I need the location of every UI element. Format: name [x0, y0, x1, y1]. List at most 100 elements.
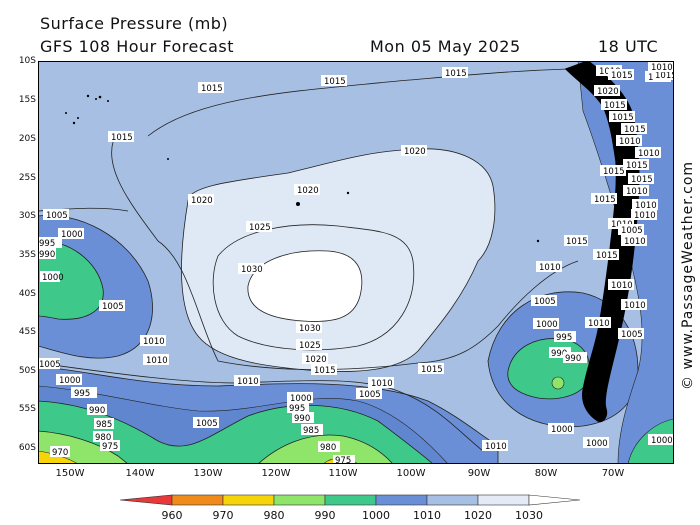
pressure-legend — [119, 494, 581, 506]
lat-label-30s: 30S — [18, 211, 36, 221]
isobar-label: 1015 — [631, 175, 653, 185]
isobar-label: 1000 — [651, 436, 673, 446]
isobar-label: 1015 — [421, 365, 443, 375]
pressure-map: 1015 1015 1015 1015 1020 1020 1020 1025 … — [38, 61, 674, 464]
isobar-1015-loop — [111, 130, 579, 370]
isobar-label: 990 — [551, 349, 567, 359]
isobar-label: 1005 — [46, 211, 68, 221]
isobar-label: 1010 — [638, 149, 660, 159]
isobar-label: 975 — [335, 456, 351, 464]
legend-arrow-left — [119, 494, 173, 506]
isobar-label: 990 — [565, 354, 581, 364]
lon-label-90w: 90W — [467, 468, 491, 479]
lat-label-15s: 15S — [18, 95, 36, 105]
lat-label-35s: 35S — [18, 250, 36, 260]
isobar-label: 1015 — [655, 71, 674, 81]
isobar-label: 1000 — [586, 439, 608, 449]
isobar-label: 1015 — [604, 101, 626, 111]
lat-label-55s: 55S — [18, 404, 36, 414]
lat-label-50s: 50S — [18, 366, 36, 376]
isobar-label: 1015 — [612, 113, 634, 123]
lon-label-100w: 100W — [396, 468, 426, 479]
isobar-label: 1015 — [445, 69, 467, 79]
isobar-label: 990 — [294, 414, 310, 424]
isobar-label: 1010 — [371, 379, 393, 389]
isobar-label: 1010 — [611, 281, 633, 291]
low-band-985 — [38, 430, 394, 464]
isobar-label: 1015 — [314, 366, 336, 376]
isobar-label: 1010 — [143, 337, 165, 347]
isobar-label: 1005 — [359, 390, 381, 400]
isobar-label: 1010 — [588, 319, 610, 329]
isobar-label: 985 — [303, 426, 319, 436]
isobar-label: 1000 — [42, 273, 64, 283]
isobar-label: 1005 — [534, 297, 556, 307]
lon-label-150w: 150W — [55, 468, 85, 479]
high-1030-core — [247, 250, 363, 322]
lon-label-110w: 110W — [328, 468, 358, 479]
isobar-label: 1010 — [619, 137, 641, 147]
isobar-label: 1020 — [305, 355, 327, 365]
legend-label-1000: 1000 — [362, 509, 390, 522]
lat-label-60s: 60S — [18, 443, 36, 453]
isobar-label: 995 — [74, 389, 90, 399]
isobar-label: 1005 — [621, 226, 643, 236]
isobar-label: 980 — [320, 443, 336, 453]
isobar-label: 1010 — [635, 201, 657, 211]
isobar-label: 1010 — [237, 377, 259, 387]
legend-label-960: 960 — [161, 509, 183, 522]
legend-label-970: 970 — [212, 509, 234, 522]
isobar-label: 1015 — [566, 237, 588, 247]
isobar-label: 995 — [289, 404, 305, 414]
map-title: Surface Pressure (mb) — [40, 14, 229, 33]
legend-label-1010: 1010 — [413, 509, 441, 522]
isobar-label: 970 — [52, 448, 68, 458]
isobar-label: 1015 — [596, 251, 618, 261]
isobar-label: 1000 — [61, 230, 83, 240]
isobar-1010-south — [38, 362, 484, 452]
lon-label-140w: 140W — [125, 468, 155, 479]
legend-swatch-1000 — [324, 494, 377, 506]
isobar-label: 1015 — [201, 84, 223, 94]
legend-swatch-980 — [222, 494, 275, 506]
isobar-label: 980 — [95, 433, 111, 443]
isobar-label: 1010 — [539, 263, 561, 273]
forecast-hour: 18 UTC — [598, 37, 659, 56]
isobar-label: 1030 — [299, 324, 321, 334]
isobar-label: 1015 — [324, 77, 346, 87]
isobar-label: 1000 — [59, 376, 81, 386]
pacific-islands — [65, 94, 540, 243]
lon-label-130w: 130W — [193, 468, 223, 479]
legend-swatch-1010 — [375, 494, 428, 506]
isobar-label: 1015 — [611, 71, 633, 81]
legend-label-980: 980 — [263, 509, 285, 522]
east-low-990-core — [551, 376, 565, 390]
isobar-label: 1025 — [249, 223, 271, 233]
lat-label-25s: 25S — [18, 173, 36, 183]
isobar-label: 1010 — [624, 301, 646, 311]
isobar-label: 990 — [89, 406, 105, 416]
isobar-label: 1010 — [634, 211, 656, 221]
legend-label-990: 990 — [314, 509, 336, 522]
isobar-label: 1000 — [551, 425, 573, 435]
isobar-label: 995 — [556, 333, 572, 343]
isobar-label: 1015 — [111, 133, 133, 143]
isobar-label: 1005 — [621, 330, 643, 340]
lon-label-80w: 80W — [534, 468, 558, 479]
isobar-label: 985 — [96, 420, 112, 430]
isobar-label: 1010 — [626, 187, 648, 197]
legend-swatch-1020 — [426, 494, 479, 506]
isobar-label: 1010 — [651, 63, 673, 73]
legend-arrow-right — [528, 494, 581, 506]
isobar-label: 1015 — [594, 195, 616, 205]
forecast-subtitle: GFS 108 Hour Forecast — [40, 37, 235, 56]
isobar-label: 1030 — [241, 265, 263, 275]
legend-swatch-990 — [273, 494, 326, 506]
isobar-label: 1020 — [597, 87, 619, 97]
legend-swatch-1030 — [477, 494, 530, 506]
isobar-1015-north — [147, 68, 569, 137]
isobar-label: 1020 — [191, 196, 213, 206]
west-low-995 — [38, 240, 104, 320]
credit-text: © www.PassageWeather.com — [680, 160, 696, 390]
legend-swatch-970 — [171, 494, 224, 506]
